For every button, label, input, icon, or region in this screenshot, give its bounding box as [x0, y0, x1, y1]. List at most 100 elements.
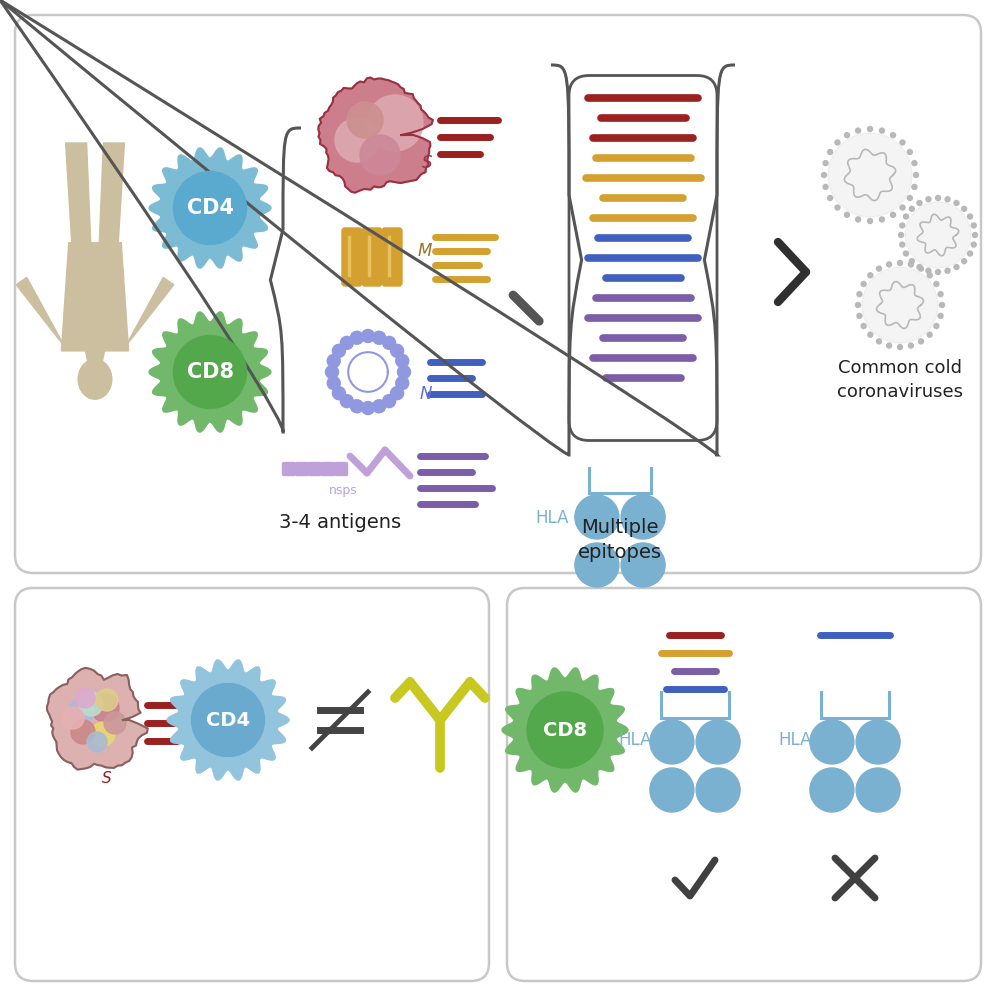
Circle shape: [696, 768, 740, 812]
FancyBboxPatch shape: [335, 462, 348, 475]
Circle shape: [935, 270, 940, 275]
Circle shape: [650, 768, 694, 812]
Circle shape: [890, 132, 895, 137]
Circle shape: [856, 303, 861, 308]
Circle shape: [903, 214, 908, 219]
Text: 3-4 antigens: 3-4 antigens: [279, 513, 401, 532]
Circle shape: [191, 683, 265, 757]
Ellipse shape: [79, 360, 112, 399]
Circle shape: [945, 197, 950, 202]
Circle shape: [945, 268, 950, 273]
Text: nsps: nsps: [329, 483, 358, 496]
Circle shape: [917, 265, 922, 270]
Circle shape: [828, 195, 833, 200]
Circle shape: [856, 217, 861, 222]
Circle shape: [835, 140, 840, 145]
Circle shape: [971, 242, 976, 247]
Circle shape: [879, 217, 884, 222]
Polygon shape: [149, 312, 271, 432]
Text: M: M: [417, 242, 432, 260]
Circle shape: [900, 140, 905, 145]
Text: N: N: [419, 385, 432, 403]
Circle shape: [173, 171, 246, 244]
Circle shape: [362, 330, 374, 343]
Text: S: S: [421, 154, 432, 172]
Circle shape: [868, 218, 872, 223]
FancyBboxPatch shape: [507, 588, 981, 981]
Circle shape: [622, 495, 665, 539]
Circle shape: [360, 135, 400, 175]
Circle shape: [68, 699, 94, 725]
Circle shape: [333, 345, 346, 358]
Circle shape: [696, 720, 740, 764]
Polygon shape: [86, 351, 105, 362]
FancyBboxPatch shape: [382, 228, 402, 286]
Circle shape: [650, 720, 694, 764]
FancyBboxPatch shape: [283, 462, 296, 475]
FancyBboxPatch shape: [569, 76, 717, 440]
Circle shape: [918, 266, 923, 271]
FancyBboxPatch shape: [15, 588, 489, 981]
Circle shape: [876, 266, 881, 271]
Circle shape: [382, 394, 395, 407]
Circle shape: [868, 126, 872, 131]
Circle shape: [395, 355, 408, 368]
Circle shape: [912, 184, 917, 189]
Circle shape: [395, 376, 408, 389]
Circle shape: [886, 343, 891, 348]
Circle shape: [913, 172, 918, 177]
Polygon shape: [16, 278, 64, 345]
Circle shape: [897, 261, 902, 266]
FancyBboxPatch shape: [15, 15, 981, 573]
Circle shape: [373, 332, 385, 345]
Circle shape: [918, 339, 923, 344]
Circle shape: [926, 197, 931, 202]
Circle shape: [823, 160, 828, 165]
Circle shape: [905, 202, 971, 268]
Circle shape: [367, 95, 423, 151]
Circle shape: [835, 205, 840, 210]
Circle shape: [908, 262, 913, 267]
Polygon shape: [167, 660, 289, 780]
Circle shape: [962, 206, 967, 211]
Circle shape: [823, 184, 828, 189]
Circle shape: [341, 394, 354, 407]
Text: CD4: CD4: [186, 198, 233, 218]
Circle shape: [822, 172, 827, 177]
Circle shape: [104, 712, 126, 734]
Polygon shape: [47, 668, 147, 770]
Circle shape: [575, 495, 619, 539]
FancyBboxPatch shape: [322, 462, 335, 475]
Circle shape: [939, 303, 944, 308]
Circle shape: [890, 212, 895, 217]
Circle shape: [362, 401, 374, 414]
FancyBboxPatch shape: [296, 462, 309, 475]
Circle shape: [907, 195, 912, 200]
Circle shape: [347, 102, 383, 138]
Circle shape: [857, 314, 862, 319]
Circle shape: [845, 212, 850, 217]
Text: CD8: CD8: [543, 720, 587, 739]
Circle shape: [71, 720, 95, 744]
Circle shape: [917, 200, 922, 205]
Text: CD8: CD8: [186, 362, 233, 382]
Circle shape: [935, 195, 940, 200]
Circle shape: [810, 720, 854, 764]
Circle shape: [876, 339, 881, 344]
Circle shape: [857, 720, 900, 764]
Circle shape: [971, 223, 976, 228]
Polygon shape: [502, 668, 628, 792]
Circle shape: [926, 268, 931, 273]
Circle shape: [967, 214, 972, 219]
Circle shape: [862, 267, 938, 343]
Circle shape: [912, 160, 917, 165]
Circle shape: [967, 251, 972, 256]
Circle shape: [862, 324, 867, 329]
Circle shape: [938, 314, 943, 319]
Circle shape: [868, 273, 872, 278]
Text: CD4: CD4: [206, 710, 250, 729]
Circle shape: [954, 200, 959, 205]
Circle shape: [87, 732, 107, 752]
Polygon shape: [62, 243, 128, 351]
Circle shape: [351, 399, 364, 412]
